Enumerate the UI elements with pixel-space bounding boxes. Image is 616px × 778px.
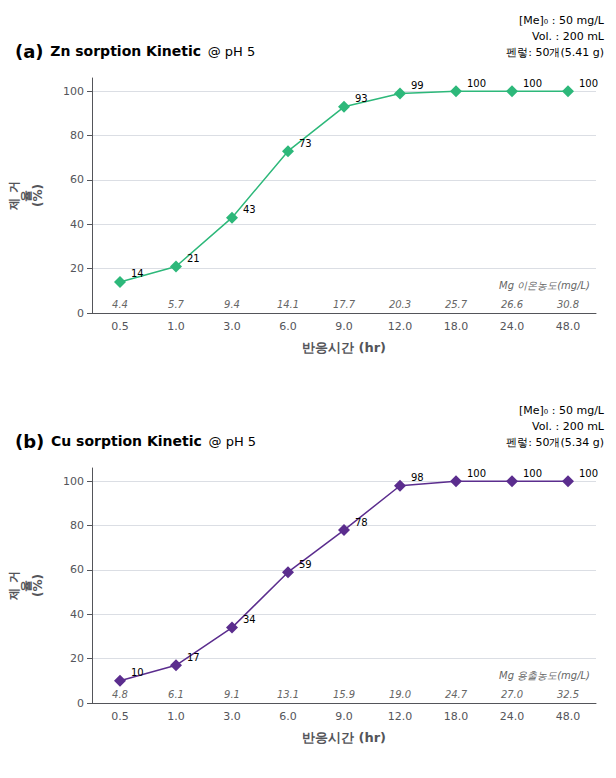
svg-text:9.4: 9.4: [224, 299, 240, 310]
svg-text:12.0: 12.0: [388, 320, 413, 333]
svg-text:60: 60: [70, 173, 84, 186]
svg-text:반응시간 (hr): 반응시간 (hr): [302, 730, 386, 745]
svg-text:6.0: 6.0: [279, 710, 297, 723]
svg-text:10: 10: [131, 667, 144, 678]
svg-text:0: 0: [77, 697, 84, 710]
svg-text:1.0: 1.0: [167, 320, 185, 333]
svg-text:율: 율: [19, 579, 33, 592]
svg-text:43: 43: [243, 204, 256, 215]
svg-text:0.5: 0.5: [111, 710, 129, 723]
svg-text:[Me]₀ : 50 mg/L: [Me]₀ : 50 mg/L: [519, 14, 605, 27]
svg-text:3.0: 3.0: [223, 710, 241, 723]
svg-text:펜렇: 50개(5.41 g): 펜렇: 50개(5.41 g): [506, 46, 604, 59]
svg-text:25.7: 25.7: [445, 299, 468, 310]
svg-text:80: 80: [70, 519, 84, 532]
svg-text:21: 21: [187, 253, 200, 264]
svg-text:반응시간 (hr): 반응시간 (hr): [302, 340, 386, 355]
svg-text:99: 99: [411, 80, 424, 91]
svg-text:93: 93: [355, 93, 368, 104]
svg-text:13.1: 13.1: [277, 689, 299, 700]
svg-text:20: 20: [70, 652, 84, 665]
svg-text:18.0: 18.0: [444, 710, 469, 723]
svg-text:14: 14: [131, 268, 144, 279]
svg-text:100: 100: [579, 78, 598, 89]
svg-text:24.0: 24.0: [500, 320, 525, 333]
svg-text:Zn sorption Kinetic: Zn sorption Kinetic: [50, 43, 201, 59]
svg-text:20.3: 20.3: [389, 299, 411, 310]
svg-text:4.8: 4.8: [112, 689, 128, 700]
svg-text:15.9: 15.9: [333, 689, 355, 700]
svg-text:20: 20: [70, 262, 84, 275]
svg-text:100: 100: [63, 85, 84, 98]
svg-text:1.0: 1.0: [167, 710, 185, 723]
svg-text:59: 59: [299, 559, 312, 570]
svg-text:펜렇: 50개(5.34 g): 펜렇: 50개(5.34 g): [506, 436, 604, 449]
svg-text:100: 100: [63, 475, 84, 488]
svg-text:3.0: 3.0: [223, 320, 241, 333]
svg-text:@ pH 5: @ pH 5: [209, 434, 257, 449]
svg-text:9.0: 9.0: [335, 710, 353, 723]
svg-text:9.1: 9.1: [224, 689, 240, 700]
svg-text:34: 34: [243, 614, 256, 625]
svg-text:60: 60: [70, 563, 84, 576]
svg-text:100: 100: [579, 468, 598, 479]
svg-text:(%): (%): [31, 574, 45, 597]
svg-text:제 거: 제 거: [7, 181, 21, 210]
svg-text:100: 100: [467, 78, 486, 89]
svg-text:제 거: 제 거: [7, 571, 21, 600]
svg-text:Vol. : 200 mL: Vol. : 200 mL: [532, 30, 605, 43]
svg-text:Mg 이온농도(mg/L): Mg 이온농도(mg/L): [499, 280, 590, 291]
svg-text:32.5: 32.5: [557, 689, 579, 700]
svg-text:19.0: 19.0: [389, 689, 411, 700]
svg-text:24.7: 24.7: [445, 689, 468, 700]
svg-text:9.0: 9.0: [335, 320, 353, 333]
svg-text:@ pH 5: @ pH 5: [208, 44, 256, 59]
svg-text:Vol. : 200 mL: Vol. : 200 mL: [532, 420, 605, 433]
svg-text:(a): (a): [15, 41, 44, 62]
svg-text:100: 100: [523, 468, 542, 479]
svg-text:18.0: 18.0: [444, 320, 469, 333]
svg-text:(b): (b): [15, 431, 44, 452]
svg-text:80: 80: [70, 129, 84, 142]
svg-text:98: 98: [411, 472, 424, 483]
svg-text:(%): (%): [31, 184, 45, 207]
svg-text:48.0: 48.0: [556, 320, 581, 333]
svg-text:0.5: 0.5: [111, 320, 129, 333]
svg-text:Mg 용출농도(mg/L): Mg 용출농도(mg/L): [499, 670, 590, 681]
svg-text:6.1: 6.1: [168, 689, 184, 700]
svg-text:78: 78: [355, 517, 368, 528]
svg-text:17.7: 17.7: [333, 299, 356, 310]
svg-text:[Me]₀ : 50 mg/L: [Me]₀ : 50 mg/L: [519, 404, 605, 417]
svg-text:30.8: 30.8: [557, 299, 579, 310]
svg-text:100: 100: [523, 78, 542, 89]
svg-text:0: 0: [77, 307, 84, 320]
svg-text:24.0: 24.0: [500, 710, 525, 723]
svg-text:40: 40: [70, 218, 84, 231]
svg-text:40: 40: [70, 608, 84, 621]
svg-text:26.6: 26.6: [501, 299, 523, 310]
svg-text:14.1: 14.1: [277, 299, 299, 310]
svg-text:27.0: 27.0: [501, 689, 523, 700]
svg-text:6.0: 6.0: [279, 320, 297, 333]
svg-text:12.0: 12.0: [388, 710, 413, 723]
svg-text:48.0: 48.0: [556, 710, 581, 723]
svg-text:5.7: 5.7: [168, 299, 185, 310]
svg-text:4.4: 4.4: [112, 299, 128, 310]
svg-text:17: 17: [187, 652, 200, 663]
svg-text:73: 73: [299, 138, 312, 149]
svg-text:율: 율: [19, 189, 33, 202]
svg-text:100: 100: [467, 468, 486, 479]
svg-text:Cu sorption Kinetic: Cu sorption Kinetic: [51, 433, 202, 449]
